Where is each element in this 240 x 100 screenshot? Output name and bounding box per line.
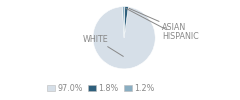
Wedge shape — [124, 7, 128, 38]
Wedge shape — [122, 7, 125, 38]
Text: WHITE: WHITE — [83, 35, 123, 56]
Text: HISPANIC: HISPANIC — [126, 8, 198, 41]
Wedge shape — [93, 7, 155, 69]
Text: ASIAN: ASIAN — [129, 8, 186, 32]
Legend: 97.0%, 1.8%, 1.2%: 97.0%, 1.8%, 1.2% — [44, 80, 158, 96]
